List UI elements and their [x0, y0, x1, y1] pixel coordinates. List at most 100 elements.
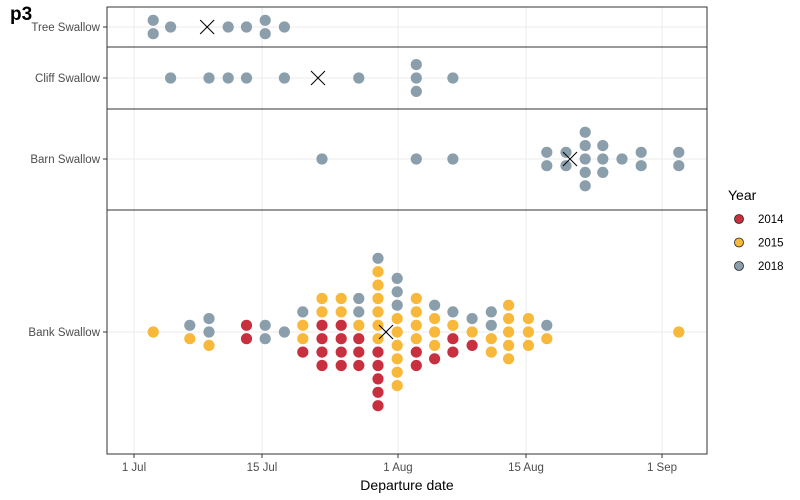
data-point — [335, 319, 347, 331]
mean-marker — [310, 70, 326, 86]
data-point — [410, 153, 422, 165]
data-point — [297, 306, 309, 318]
data-point — [466, 326, 478, 338]
data-point — [522, 339, 535, 351]
data-point — [259, 319, 271, 331]
data-point — [240, 72, 253, 84]
data-point — [503, 299, 515, 311]
data-point — [316, 306, 328, 318]
data-point — [391, 380, 403, 392]
data-point — [429, 326, 441, 338]
x-tick-label: 1 Jul — [122, 462, 146, 474]
x-axis-title: Departure date — [360, 477, 454, 493]
mean-marker — [378, 324, 394, 340]
data-point — [316, 292, 328, 305]
legend-key — [734, 237, 744, 248]
data-point — [673, 160, 685, 172]
legend-item: 2018 — [734, 261, 784, 273]
data-point — [541, 146, 553, 158]
data-point — [372, 400, 384, 412]
data-point — [335, 333, 347, 345]
y-tick-label: Barn Swallow — [30, 154, 100, 166]
x-tick-label: 15 Jul — [247, 462, 278, 474]
data-point — [673, 326, 685, 338]
data-point — [391, 353, 403, 365]
mean-marker-stroke — [378, 324, 394, 340]
data-point — [335, 346, 347, 358]
mean-marker — [199, 19, 215, 35]
data-point — [541, 319, 553, 331]
data-point — [410, 319, 422, 331]
data-point — [297, 346, 309, 358]
data-point — [447, 346, 459, 358]
data-point — [410, 306, 422, 318]
data-point — [353, 333, 365, 345]
plot-tag: p3 — [10, 4, 33, 25]
data-point — [485, 346, 497, 358]
data-point — [353, 359, 365, 372]
data-point — [372, 266, 384, 278]
data-point — [522, 313, 535, 325]
data-point — [222, 72, 234, 84]
data-point — [372, 386, 384, 398]
data-point — [353, 292, 365, 305]
data-point — [372, 333, 384, 345]
data-point — [184, 319, 196, 331]
mean-marker-stroke — [199, 19, 215, 35]
data-point — [503, 326, 515, 338]
data-point — [335, 292, 347, 305]
data-point — [447, 306, 459, 318]
data-point — [335, 359, 347, 372]
data-point — [579, 166, 591, 178]
data-point — [203, 72, 215, 84]
data-point — [597, 153, 609, 165]
data-point — [429, 339, 441, 351]
data-point — [147, 14, 159, 26]
data-point — [147, 326, 159, 338]
data-point — [222, 21, 234, 33]
data-point — [635, 160, 647, 172]
data-point — [203, 326, 215, 338]
data-point — [447, 153, 459, 165]
data-point — [353, 72, 365, 84]
panel-bank-swallow: Bank Swallow — [28, 209, 708, 455]
data-point — [673, 146, 685, 158]
data-point — [316, 319, 328, 331]
data-point — [316, 346, 328, 358]
data-point — [541, 333, 553, 345]
legend-label: 2014 — [758, 214, 784, 226]
y-tick-label: Tree Swallow — [31, 22, 100, 34]
data-point — [560, 146, 572, 158]
data-point — [147, 28, 159, 40]
data-point — [240, 333, 253, 345]
data-point — [466, 313, 478, 325]
y-tick-label: Cliff Swallow — [35, 73, 101, 85]
data-point — [372, 279, 384, 291]
data-point — [579, 140, 591, 152]
data-point — [316, 153, 328, 165]
data-point — [503, 339, 515, 351]
panel-barn-swallow: Barn Swallow — [30, 108, 708, 211]
data-point — [503, 353, 515, 365]
data-point — [485, 306, 497, 318]
data-point — [353, 346, 365, 358]
panel-tree-swallow: Tree Swallow — [31, 6, 708, 48]
data-point — [410, 59, 422, 71]
data-point — [410, 72, 422, 84]
data-point — [259, 14, 271, 26]
legend-label: 2015 — [758, 238, 784, 250]
data-point — [353, 319, 365, 331]
data-point — [503, 313, 515, 325]
data-point — [429, 313, 441, 325]
data-point — [410, 346, 422, 358]
data-point — [259, 28, 271, 40]
data-point — [165, 72, 177, 84]
data-point — [447, 72, 459, 84]
data-point — [316, 333, 328, 345]
data-point — [372, 359, 384, 372]
data-point — [597, 140, 609, 152]
data-point — [316, 359, 328, 372]
data-point — [165, 21, 177, 33]
